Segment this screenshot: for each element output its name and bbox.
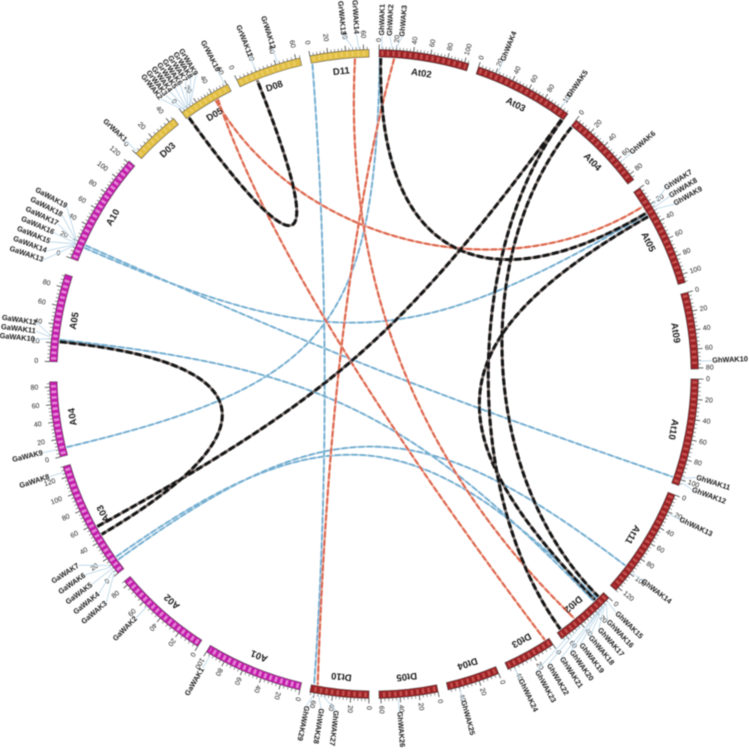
svg-text:60: 60 xyxy=(31,403,40,411)
svg-text:80: 80 xyxy=(706,364,714,371)
svg-text:20: 20 xyxy=(416,702,424,711)
svg-text:GhWAK2: GhWAK2 xyxy=(385,4,395,36)
svg-text:Dt10: Dt10 xyxy=(331,670,353,683)
svg-text:40: 40 xyxy=(412,36,420,45)
svg-text:20: 20 xyxy=(705,397,713,405)
svg-text:60: 60 xyxy=(705,344,713,352)
svg-text:20: 20 xyxy=(346,705,354,713)
svg-text:40: 40 xyxy=(702,418,711,426)
svg-text:40: 40 xyxy=(34,421,43,429)
svg-text:GrWAK14: GrWAK14 xyxy=(350,0,361,35)
svg-text:20: 20 xyxy=(699,305,708,313)
svg-text:0: 0 xyxy=(706,376,710,383)
svg-text:80: 80 xyxy=(30,385,38,392)
svg-text:0: 0 xyxy=(34,358,38,365)
svg-text:D11: D11 xyxy=(332,65,351,78)
svg-text:60: 60 xyxy=(377,706,384,714)
svg-text:Dt05: Dt05 xyxy=(395,670,417,683)
svg-text:0: 0 xyxy=(365,706,372,710)
svg-text:40: 40 xyxy=(702,325,711,333)
svg-text:20: 20 xyxy=(321,33,329,42)
svg-text:60: 60 xyxy=(429,39,437,48)
svg-text:GhWAK10: GhWAK10 xyxy=(712,354,748,364)
